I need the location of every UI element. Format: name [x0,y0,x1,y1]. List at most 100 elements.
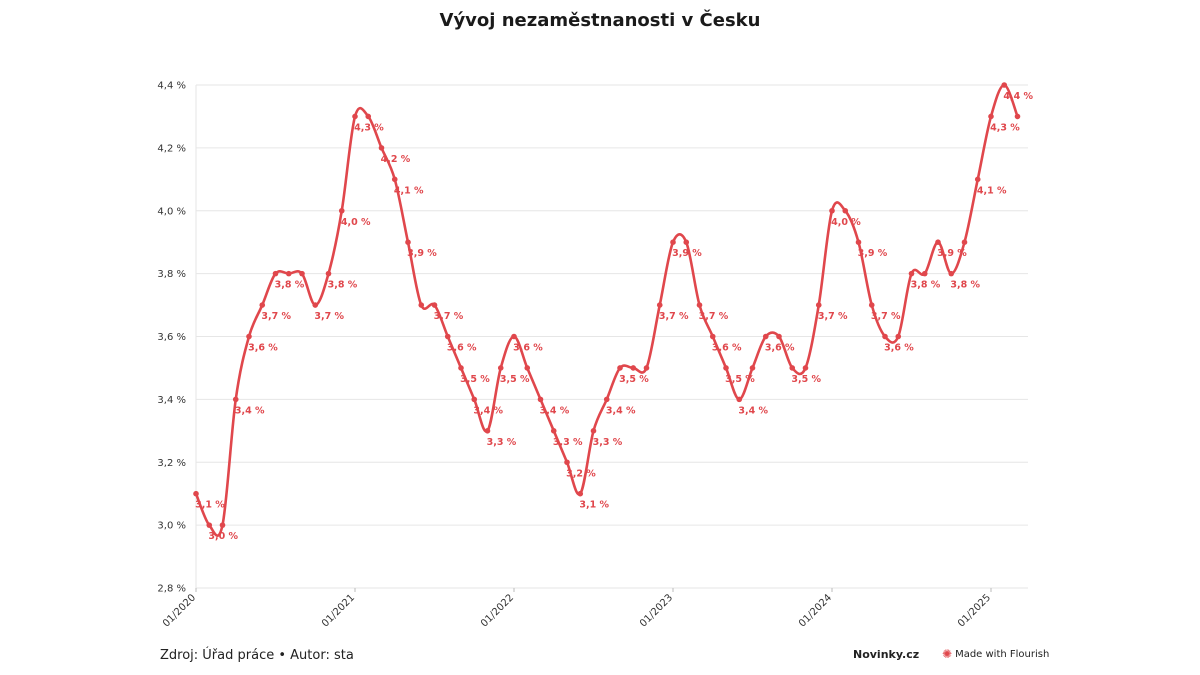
data-point[interactable] [882,333,888,340]
x-tick-label: 01/2022 [479,592,516,629]
data-point[interactable] [338,207,345,214]
y-tick-label: 4,2 % [157,143,186,154]
grid-layer [196,84,1028,589]
data-point[interactable] [895,333,902,340]
data-point[interactable] [643,365,650,371]
data-label: 3,1 % [579,500,609,511]
data-point[interactable] [299,270,305,277]
data-point[interactable] [405,239,411,245]
data-label: 3,6 % [712,343,742,354]
data-point[interactable] [842,207,849,214]
data-point[interactable] [776,333,782,340]
data-point[interactable] [749,365,756,371]
data-point[interactable] [921,270,928,277]
data-point[interactable] [829,207,835,214]
y-tick-label: 3,4 % [157,395,186,406]
data-point[interactable] [1014,113,1021,120]
data-point[interactable] [617,365,623,371]
data-point[interactable] [656,302,663,308]
data-point[interactable] [272,270,279,277]
data-point[interactable] [908,270,915,277]
data-label: 3,8 % [911,280,941,291]
data-point[interactable] [670,239,676,245]
data-point[interactable] [550,428,557,434]
point-layer [193,82,1021,528]
data-point[interactable] [378,145,385,151]
data-point[interactable] [935,239,941,245]
data-label: 3,1 % [195,500,225,511]
data-point[interactable] [683,239,690,245]
data-label: 3,8 % [328,280,358,291]
data-point[interactable] [736,396,743,403]
data-point[interactable] [524,365,531,371]
data-point[interactable] [431,302,438,308]
data-point[interactable] [285,270,292,277]
x-tick-label: 01/2021 [320,592,357,629]
data-point[interactable] [484,428,491,434]
data-point[interactable] [246,333,252,340]
flourish-label: Made with Flourish [955,648,1050,660]
data-point[interactable] [352,113,358,120]
data-point[interactable] [696,302,703,308]
data-label: 3,7 % [699,311,729,322]
x-tick-label: 01/2020 [161,592,198,629]
publisher-logo[interactable]: Novinky.cz [853,648,920,661]
y-tick-label: 3,6 % [157,332,186,343]
data-point[interactable] [564,459,570,466]
data-point[interactable] [974,176,981,183]
x-tick-label: 01/2024 [797,592,834,629]
data-point[interactable] [325,270,332,277]
axis-layer: 2,8 % 3,0 % 3,2 % 3,4 % 3,6 % 3,8 % 4,0 % 4,2 %… [157,81,993,630]
data-point[interactable] [471,396,478,403]
data-point[interactable] [193,490,199,497]
data-point[interactable] [312,302,319,308]
data-point[interactable] [418,302,425,308]
data-point[interactable] [815,302,822,308]
data-label: 4,1 % [977,185,1007,196]
data-label: 4,0 % [831,217,861,228]
data-point[interactable] [537,396,544,403]
data-point[interactable] [603,396,610,403]
data-point[interactable] [590,428,597,434]
data-point[interactable] [723,365,729,371]
data-point[interactable] [630,365,637,371]
data-label: 3,5 % [500,374,530,385]
data-point[interactable] [219,522,226,528]
data-point[interactable] [802,365,809,371]
data-label: 3,4 % [235,405,265,416]
data-label: 3,4 % [738,405,768,416]
data-label: 3,6 % [447,343,477,354]
source-credit: Zdroj: Úřad práce • Autor: sta [160,648,354,663]
y-tick-label: 4,4 % [157,81,186,92]
data-label: 3,6 % [765,343,795,354]
flourish-badge[interactable]: ✺ Made with Flourish [942,648,1049,660]
data-point[interactable] [948,270,955,277]
data-point[interactable] [444,333,451,340]
data-label: 3,9 % [858,248,888,259]
data-point[interactable] [497,365,504,371]
data-point[interactable] [511,333,517,340]
data-point[interactable] [762,333,769,340]
data-label: 3,9 % [407,248,437,259]
data-point[interactable] [709,333,716,340]
data-label: 3,6 % [884,343,914,354]
data-label: 3,6 % [513,343,543,354]
data-point[interactable] [577,490,584,497]
data-point[interactable] [391,176,398,183]
data-label: 3,5 % [725,374,755,385]
data-point[interactable] [961,239,968,245]
data-label: 3,4 % [540,405,570,416]
data-point[interactable] [259,302,266,308]
data-point[interactable] [855,239,862,245]
data-point[interactable] [988,113,994,120]
data-point[interactable] [232,396,239,403]
data-point[interactable] [868,302,875,308]
data-label: 3,5 % [460,374,490,385]
data-point[interactable] [1001,82,1008,88]
data-label: 4,4 % [1003,91,1033,102]
data-point[interactable] [789,365,796,371]
data-point[interactable] [206,522,213,528]
data-point[interactable] [458,365,464,371]
data-point[interactable] [365,113,372,120]
chart-title: Vývoj nezaměstnanosti v Česku [439,10,761,31]
